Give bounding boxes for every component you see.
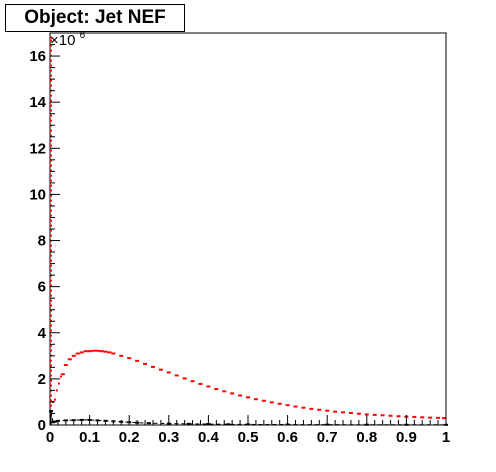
chart-marks (48, 36, 448, 426)
y-tick-label: 12 (29, 140, 46, 157)
x-tick-label: 0 (46, 429, 54, 446)
x-tick-label: 0.6 (277, 429, 298, 446)
plot-frame (49, 32, 447, 426)
y-tick-label: 0 (38, 417, 46, 434)
x-tick-label: 0.5 (238, 429, 259, 446)
chart-title: Object: Jet NEF (24, 7, 166, 28)
x-tick-label: 0.2 (119, 429, 140, 446)
x-tick-label: 0.9 (396, 429, 417, 446)
chart-title-box: Object: Jet NEF (5, 4, 185, 32)
y-tick-label: 6 (38, 279, 46, 296)
y-axis-multiplier-base: ×10 (50, 32, 75, 49)
y-tick-label: 10 (29, 186, 46, 203)
y-axis-multiplier-exponent: 6 (80, 30, 86, 41)
y-tick-label: 14 (29, 94, 46, 111)
y-tick-label: 4 (38, 325, 47, 342)
y-axis-multiplier: ×10 6 (50, 30, 86, 49)
x-tick-label: 0.7 (317, 429, 338, 446)
x-tick-label: 0.8 (356, 429, 377, 446)
x-tick-label: 0.1 (79, 429, 100, 446)
y-tick-label: 2 (38, 371, 46, 388)
chart-tick-labels: 0 0.1 0.2 0.3 0.4 0.5 0.6 0.7 0.8 0.9 102468101214… (29, 48, 450, 446)
chart-axes (49, 32, 447, 426)
y-tick-label: 8 (38, 233, 46, 250)
y-tick-label: 16 (29, 48, 46, 65)
x-tick-label: 0.4 (198, 429, 220, 446)
x-tick-label: 0.3 (158, 429, 179, 446)
x-tick-label: 1 (442, 429, 450, 446)
series-0 (49, 36, 447, 420)
